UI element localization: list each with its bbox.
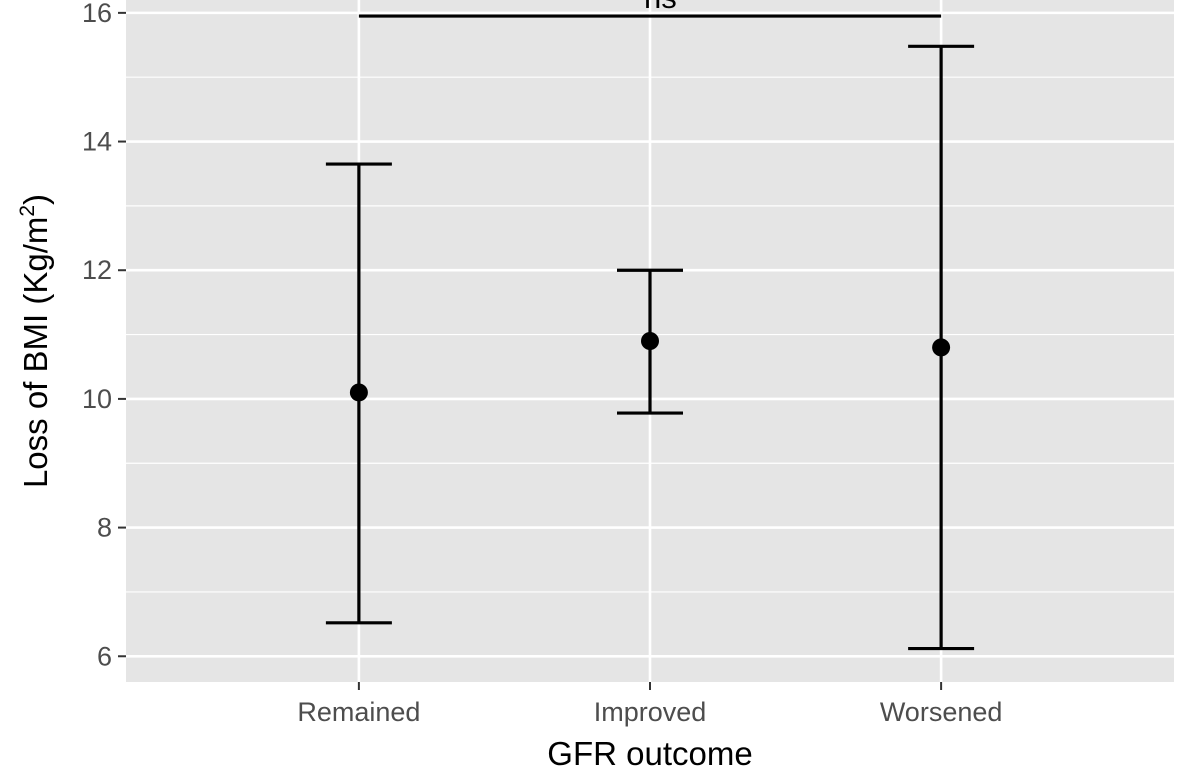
y-axis: 6 8 10 12 14 16 bbox=[82, 0, 126, 671]
x-tick-label: Improved bbox=[594, 697, 707, 727]
mean-point bbox=[641, 332, 659, 350]
mean-point bbox=[932, 338, 951, 357]
significance-annotations: * ns bbox=[358, 0, 942, 18]
y-axis-title-superscript: 2 bbox=[16, 205, 39, 217]
y-tick-label: 16 bbox=[82, 0, 112, 28]
x-axis-title: GFR outcome bbox=[547, 735, 752, 772]
y-tick-label: 8 bbox=[97, 513, 112, 543]
y-tick-label: 6 bbox=[97, 641, 112, 671]
x-axis: Remained Improved Worsened bbox=[297, 682, 1002, 727]
y-tick-label: 12 bbox=[82, 255, 112, 285]
y-axis-title: Loss of BMI (Kg/m2) bbox=[16, 194, 54, 488]
significance-label: * ns bbox=[623, 0, 676, 15]
x-tick-label: Worsened bbox=[880, 697, 1003, 727]
error-bars bbox=[325, 44, 975, 651]
y-axis-title-suffix: ) bbox=[17, 194, 54, 205]
y-axis-title-main: Loss of BMI (Kg/m bbox=[17, 217, 54, 488]
mean-point bbox=[349, 383, 368, 402]
x-tick-label: Remained bbox=[297, 697, 420, 727]
y-tick-label: 10 bbox=[82, 384, 112, 414]
y-tick-label: 14 bbox=[82, 127, 112, 157]
